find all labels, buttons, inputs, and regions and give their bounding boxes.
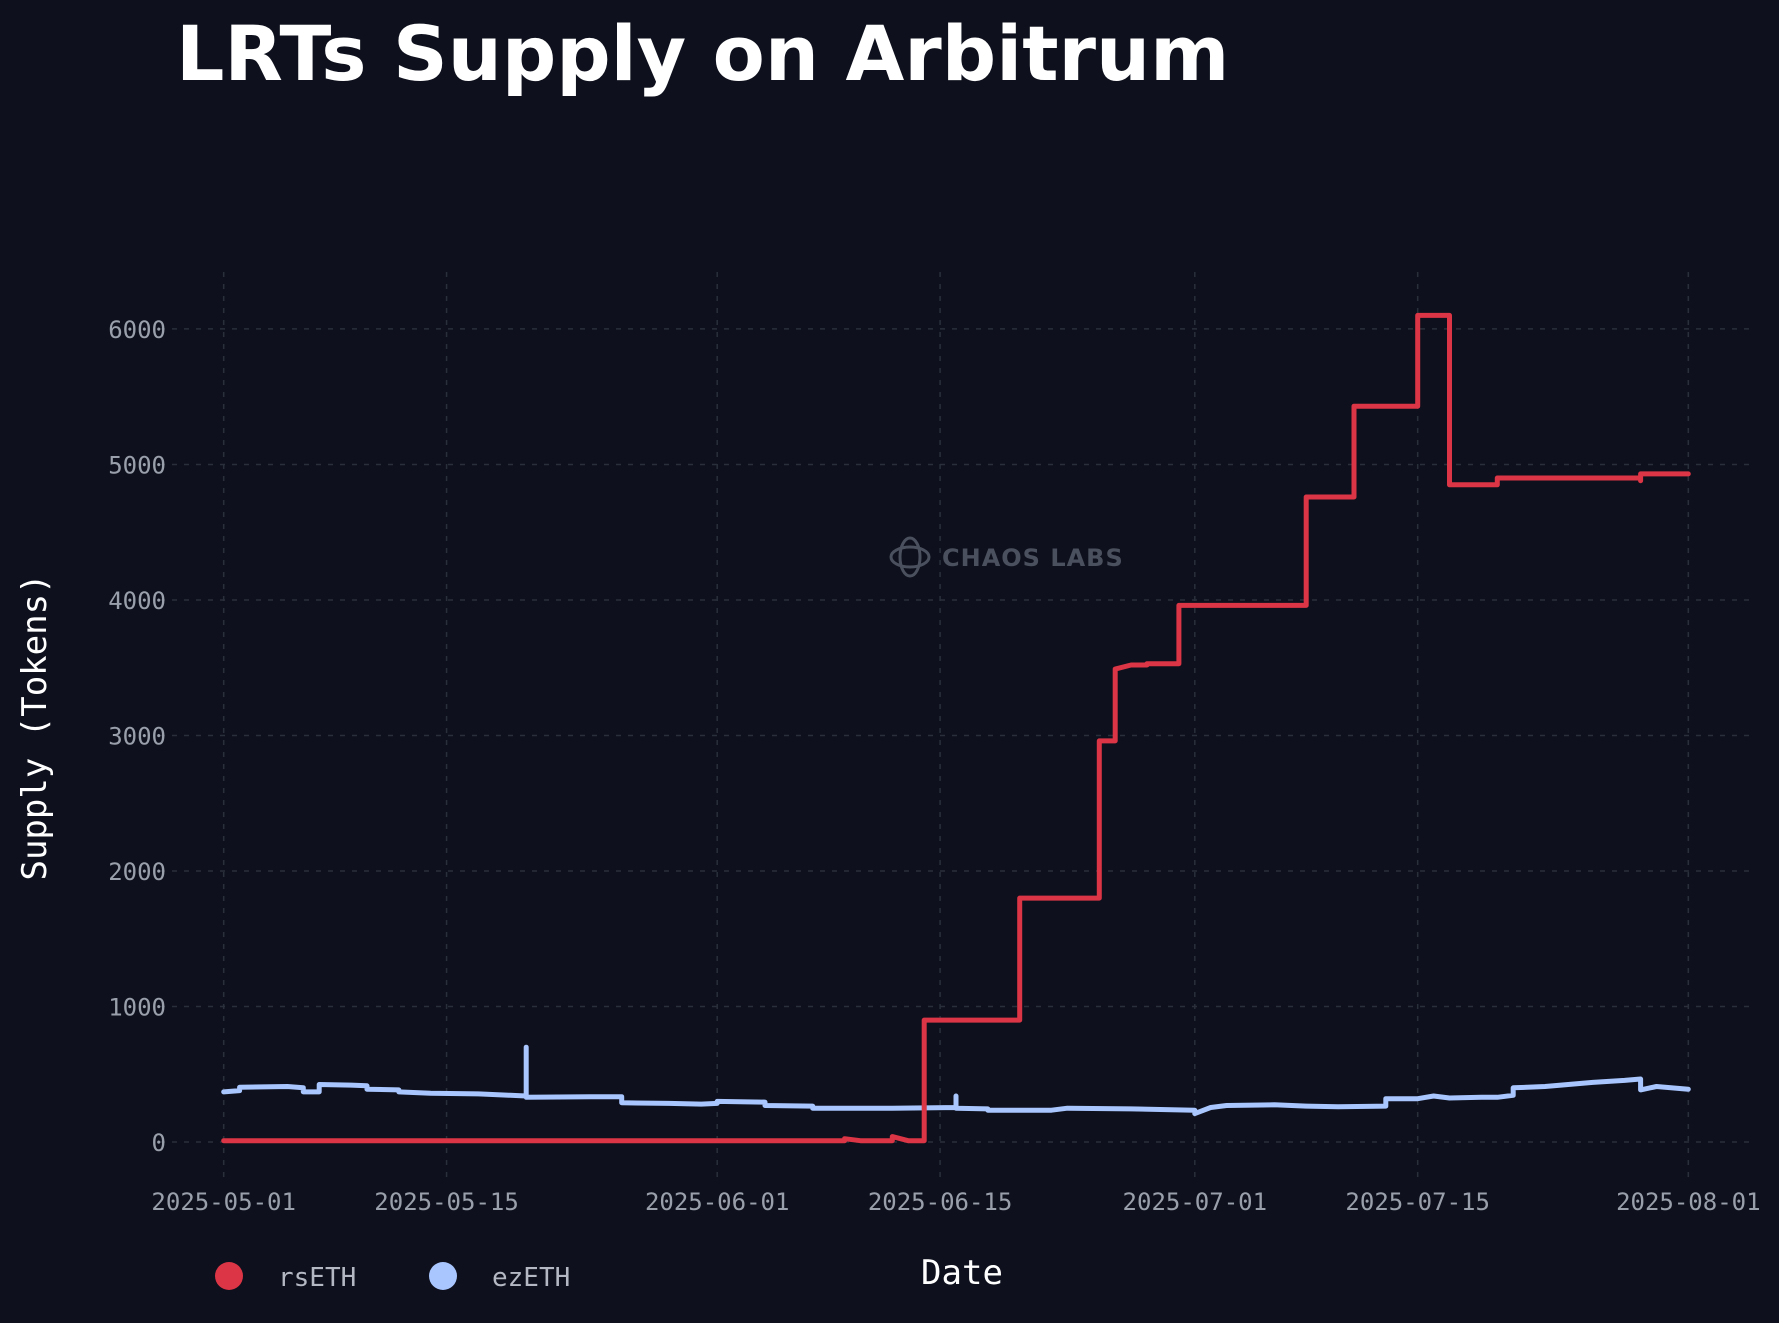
y-axis-label: Supply (Tokens): [15, 573, 55, 880]
y-tick-label: 4000: [108, 587, 166, 615]
watermark-text: CHAOS LABS: [942, 544, 1124, 572]
series-line-ezETH: [221, 1044, 1691, 1117]
y-tick-label: 3000: [108, 722, 166, 750]
x-axis-ticks: 2025-05-01 2025-05-15 2025-06-01 2025-06-15…: [151, 1188, 1760, 1216]
y-tick-label: 1000: [108, 994, 166, 1022]
x-tick-label: 2025-06-15: [868, 1188, 1013, 1216]
x-tick-label: 2025-06-01: [645, 1188, 790, 1216]
legend-marker-rsETH: [215, 1262, 243, 1290]
watermark: CHAOS LABS: [889, 536, 1124, 578]
legend-label-rsETH: rsETH: [278, 1263, 356, 1293]
legend: rsETH ezETH: [215, 1262, 570, 1293]
x-axis-label: Date: [921, 1253, 1003, 1293]
legend-marker-ezETH: [429, 1262, 457, 1290]
x-tick-label: 2025-07-15: [1345, 1188, 1490, 1216]
y-axis-ticks: 0 1000 2000 3000 4000 5000 6000: [108, 316, 166, 1157]
series-line-rsETH: [221, 312, 1691, 1144]
chart-title: LRTs Supply on Arbitrum: [176, 9, 1229, 98]
y-tick-label: 6000: [108, 316, 166, 344]
x-tick-label: 2025-05-01: [151, 1188, 296, 1216]
y-tick-label: 2000: [108, 858, 166, 886]
legend-label-ezETH: ezETH: [492, 1263, 570, 1293]
x-tick-label: 2025-07-01: [1123, 1188, 1268, 1216]
chaos-labs-logo-icon: [889, 536, 931, 578]
y-tick-label: 5000: [108, 451, 166, 479]
y-tick-label: 0: [152, 1129, 166, 1157]
x-tick-label: 2025-05-15: [374, 1188, 519, 1216]
grid: [160, 272, 1752, 1180]
x-tick-label: 2025-08-01: [1616, 1188, 1761, 1216]
series-lines: [221, 312, 1691, 1144]
